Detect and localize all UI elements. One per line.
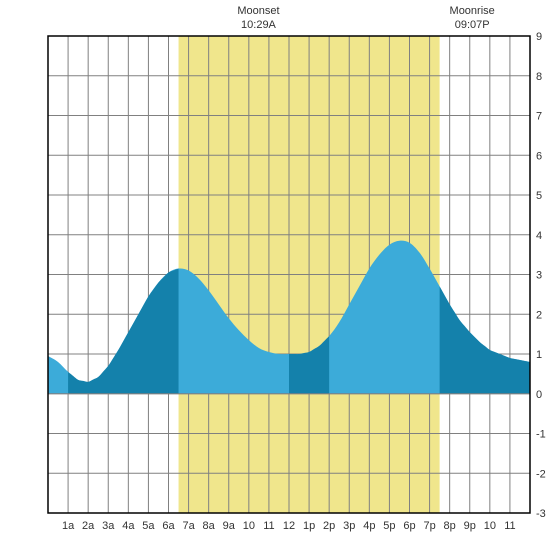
tide-chart: -3-2-101234567891a2a3a4a5a6a7a8a9a101112… — [0, 0, 550, 550]
x-tick-label: 3p — [343, 520, 355, 532]
x-tick-label: 8p — [444, 520, 456, 532]
x-tick-label: 11 — [263, 520, 274, 532]
y-tick-label: -3 — [536, 508, 546, 520]
x-tick-label: 3a — [102, 520, 115, 532]
x-tick-label: 4p — [363, 520, 375, 532]
y-tick-label: 6 — [536, 150, 542, 162]
x-tick-label: 9a — [223, 520, 236, 532]
y-tick-label: 5 — [536, 190, 542, 202]
y-tick-label: 7 — [536, 111, 542, 123]
x-tick-label: 1a — [62, 520, 75, 532]
x-tick-label: 8a — [203, 520, 216, 532]
x-tick-label: 10 — [484, 520, 496, 532]
x-tick-label: 1p — [303, 520, 315, 532]
y-tick-label: 4 — [536, 230, 542, 242]
y-tick-label: 8 — [536, 71, 542, 83]
x-tick-label: 12 — [283, 520, 295, 532]
moonset-title: Moonset — [237, 5, 279, 17]
x-tick-label: 5a — [142, 520, 155, 532]
y-tick-label: 0 — [536, 389, 542, 401]
y-tick-label: 9 — [536, 31, 542, 43]
moonset-time: 10:29A — [241, 19, 277, 31]
x-tick-label: 7p — [423, 520, 435, 532]
y-tick-label: -2 — [536, 468, 546, 480]
x-tick-label: 6p — [403, 520, 415, 532]
y-tick-label: 2 — [536, 309, 542, 321]
y-tick-label: 1 — [536, 349, 542, 361]
x-tick-label: 7a — [182, 520, 195, 532]
x-tick-label: 9p — [464, 520, 476, 532]
y-tick-label: 3 — [536, 270, 542, 282]
chart-svg: -3-2-101234567891a2a3a4a5a6a7a8a9a101112… — [0, 0, 550, 550]
moonrise-time: 09:07P — [455, 19, 490, 31]
y-tick-label: -1 — [536, 429, 546, 441]
x-tick-label: 6a — [162, 520, 175, 532]
x-tick-label: 11 — [504, 520, 515, 532]
moonrise-title: Moonrise — [450, 5, 495, 17]
x-tick-label: 2p — [323, 520, 335, 532]
x-tick-label: 5p — [383, 520, 395, 532]
x-tick-label: 2a — [82, 520, 95, 532]
x-tick-label: 4a — [122, 520, 135, 532]
x-tick-label: 10 — [243, 520, 255, 532]
